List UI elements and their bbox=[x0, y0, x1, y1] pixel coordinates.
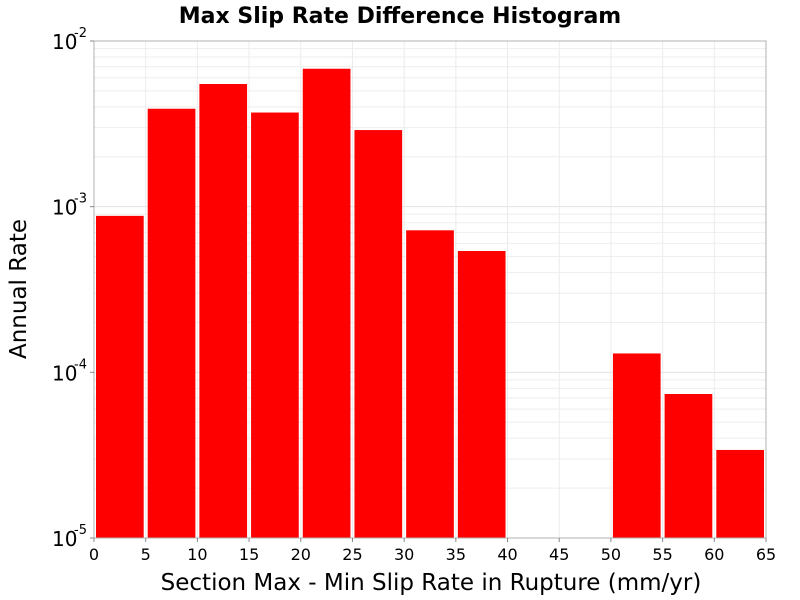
x-tick-label: 55 bbox=[652, 545, 672, 564]
x-axis-label: Section Max - Min Slip Rate in Rupture (… bbox=[161, 570, 702, 596]
y-axis-ticks: 10-510-410-310-2 bbox=[52, 26, 94, 551]
x-tick-label: 10 bbox=[187, 545, 207, 564]
y-tick-base: 10 bbox=[52, 196, 77, 220]
plot-frame bbox=[93, 40, 767, 539]
histogram-bar bbox=[354, 130, 403, 538]
x-tick-label: 65 bbox=[756, 545, 776, 564]
x-tick-label: 35 bbox=[446, 545, 466, 564]
x-tick-label: 30 bbox=[394, 545, 414, 564]
x-tick-label: 15 bbox=[239, 545, 259, 564]
x-tick-label: 40 bbox=[497, 545, 517, 564]
x-tick-label: 5 bbox=[141, 545, 151, 564]
x-tick-label: 60 bbox=[704, 545, 724, 564]
y-tick-exponent: -3 bbox=[74, 192, 87, 207]
histogram-bar bbox=[96, 215, 144, 538]
x-tick-label: 0 bbox=[89, 545, 99, 564]
y-tick-base: 10 bbox=[52, 361, 77, 385]
histogram-bar bbox=[302, 68, 351, 539]
x-tick-label: 50 bbox=[601, 545, 621, 564]
histogram-bar bbox=[147, 108, 196, 539]
histogram-bar bbox=[457, 251, 506, 538]
chart-title: Max Slip Rate Difference Histogram bbox=[179, 4, 621, 29]
x-axis-ticks: 0 5 10 15 20 25 30 35 40 45 50 55 60 65 bbox=[89, 538, 776, 564]
histogram-bar bbox=[199, 84, 248, 538]
x-tick-label: 25 bbox=[342, 545, 362, 564]
y-tick-exponent: -4 bbox=[74, 357, 87, 372]
histogram-bar bbox=[612, 353, 661, 538]
y-tick-label: 10-5 bbox=[52, 523, 87, 551]
y-tick-base: 10 bbox=[52, 527, 77, 551]
x-tick-label: 45 bbox=[549, 545, 569, 564]
histogram-bar bbox=[716, 449, 764, 538]
x-tick-label: 20 bbox=[291, 545, 311, 564]
histogram-bar bbox=[406, 230, 454, 538]
y-tick-exponent: -5 bbox=[74, 523, 87, 538]
y-tick-label: 10-3 bbox=[52, 192, 87, 220]
histogram-bar bbox=[664, 393, 713, 538]
y-tick-label: 10-4 bbox=[52, 357, 87, 385]
y-axis-label: Annual Rate bbox=[6, 219, 32, 359]
y-tick-label: 10-2 bbox=[52, 26, 87, 54]
y-tick-exponent: -2 bbox=[74, 26, 87, 41]
bars bbox=[96, 68, 764, 539]
y-tick-base: 10 bbox=[52, 30, 77, 54]
histogram-bar bbox=[251, 112, 299, 539]
